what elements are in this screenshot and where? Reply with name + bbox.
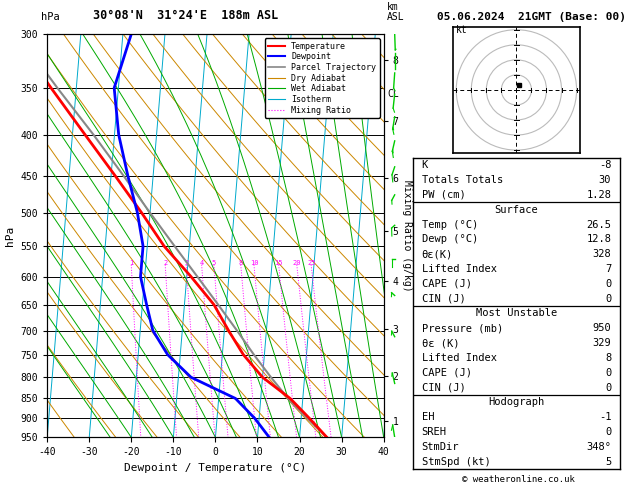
Text: Lifted Index: Lifted Index xyxy=(421,264,496,274)
Text: 26.5: 26.5 xyxy=(586,220,611,229)
Text: 05.06.2024  21GMT (Base: 00): 05.06.2024 21GMT (Base: 00) xyxy=(437,12,626,22)
Text: 0: 0 xyxy=(605,294,611,304)
Text: © weatheronline.co.uk: © weatheronline.co.uk xyxy=(462,474,576,484)
Text: 348°: 348° xyxy=(586,442,611,452)
Text: SREH: SREH xyxy=(421,427,447,437)
Text: Dewp (°C): Dewp (°C) xyxy=(421,234,478,244)
Y-axis label: Mixing Ratio (g/kg): Mixing Ratio (g/kg) xyxy=(403,180,413,292)
Text: -1: -1 xyxy=(599,412,611,422)
Text: PW (cm): PW (cm) xyxy=(421,190,465,200)
Text: EH: EH xyxy=(421,412,434,422)
Text: 25: 25 xyxy=(307,260,316,266)
Text: 0: 0 xyxy=(605,279,611,289)
Text: 15: 15 xyxy=(274,260,283,266)
Text: 5: 5 xyxy=(212,260,216,266)
Text: 3: 3 xyxy=(184,260,189,266)
Text: 0: 0 xyxy=(605,382,611,393)
Text: StmDir: StmDir xyxy=(421,442,459,452)
Text: CIN (J): CIN (J) xyxy=(421,294,465,304)
Text: Totals Totals: Totals Totals xyxy=(421,175,503,185)
Text: 30: 30 xyxy=(599,175,611,185)
X-axis label: Dewpoint / Temperature (°C): Dewpoint / Temperature (°C) xyxy=(125,463,306,473)
Text: StmSpd (kt): StmSpd (kt) xyxy=(421,456,490,467)
Text: 0: 0 xyxy=(605,368,611,378)
Text: 950: 950 xyxy=(593,323,611,333)
Text: -8: -8 xyxy=(599,160,611,171)
Text: 8: 8 xyxy=(239,260,243,266)
Text: 1: 1 xyxy=(129,260,133,266)
Text: Hodograph: Hodograph xyxy=(488,398,545,407)
Text: 7: 7 xyxy=(605,264,611,274)
Text: hPa: hPa xyxy=(41,12,60,22)
Text: 30°08'N  31°24'E  188m ASL: 30°08'N 31°24'E 188m ASL xyxy=(93,9,278,22)
Text: Pressure (mb): Pressure (mb) xyxy=(421,323,503,333)
Text: 8: 8 xyxy=(605,353,611,363)
Text: 2: 2 xyxy=(163,260,167,266)
Text: 0: 0 xyxy=(605,427,611,437)
Text: CAPE (J): CAPE (J) xyxy=(421,368,472,378)
Text: CIN (J): CIN (J) xyxy=(421,382,465,393)
Text: Surface: Surface xyxy=(494,205,538,215)
Text: 4: 4 xyxy=(199,260,204,266)
Text: 328: 328 xyxy=(593,249,611,259)
Y-axis label: hPa: hPa xyxy=(5,226,15,246)
Text: 5: 5 xyxy=(605,456,611,467)
Text: Temp (°C): Temp (°C) xyxy=(421,220,478,229)
Text: Lifted Index: Lifted Index xyxy=(421,353,496,363)
Text: Most Unstable: Most Unstable xyxy=(476,309,557,318)
Text: θε(K): θε(K) xyxy=(421,249,453,259)
Legend: Temperature, Dewpoint, Parcel Trajectory, Dry Adiabat, Wet Adiabat, Isotherm, Mi: Temperature, Dewpoint, Parcel Trajectory… xyxy=(265,38,379,118)
Text: 20: 20 xyxy=(292,260,301,266)
Text: 1.28: 1.28 xyxy=(586,190,611,200)
Text: kt: kt xyxy=(456,25,468,35)
Text: CL: CL xyxy=(387,89,399,99)
Text: θε (K): θε (K) xyxy=(421,338,459,348)
Text: CAPE (J): CAPE (J) xyxy=(421,279,472,289)
Text: 329: 329 xyxy=(593,338,611,348)
Text: km
ASL: km ASL xyxy=(387,2,404,22)
Text: 10: 10 xyxy=(250,260,259,266)
Text: K: K xyxy=(421,160,428,171)
Text: 12.8: 12.8 xyxy=(586,234,611,244)
